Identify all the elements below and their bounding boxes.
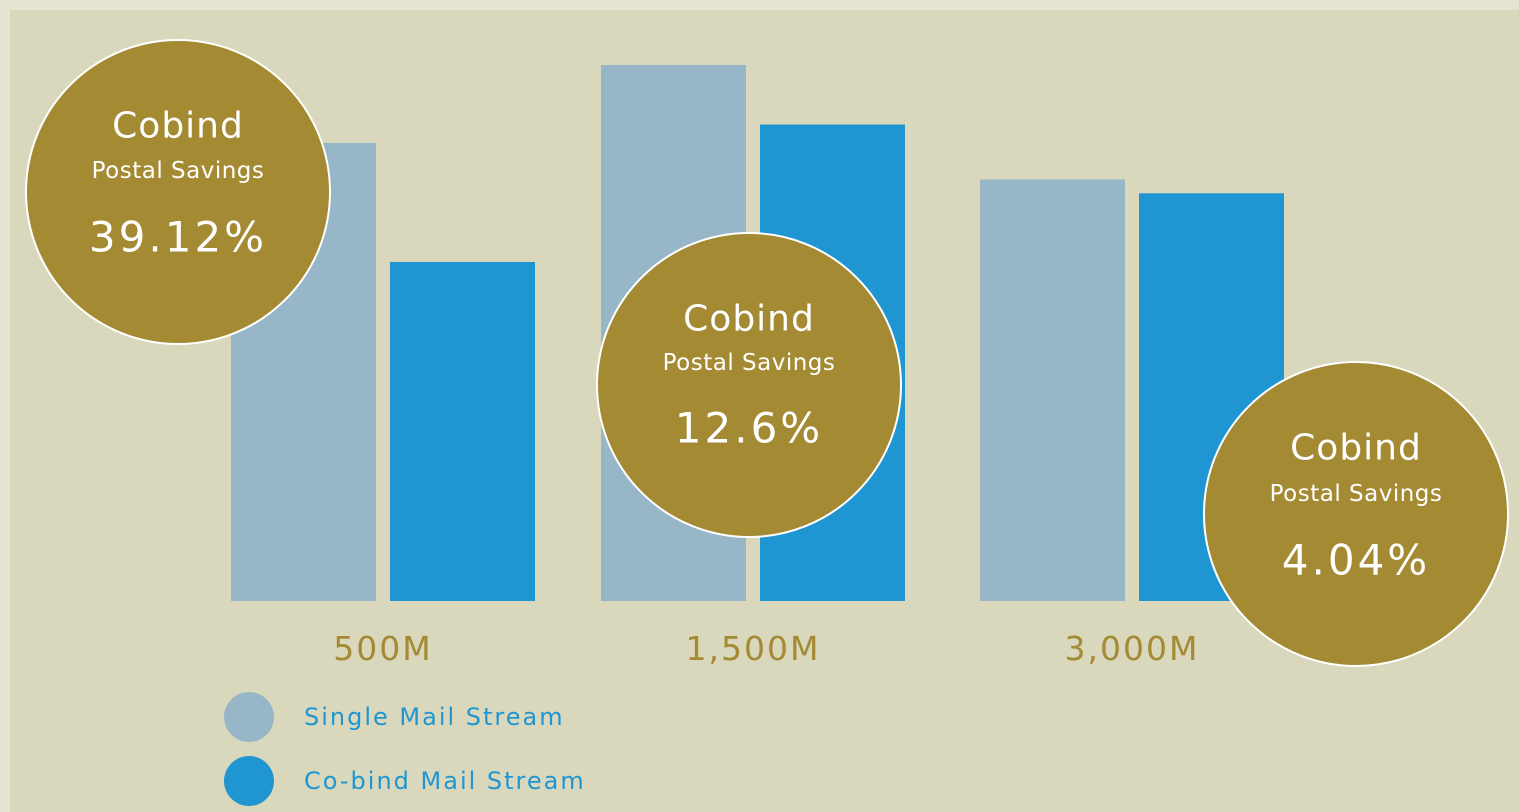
category-label-500m: 500M <box>333 629 432 668</box>
savings-badge-subtitle: Postal Savings <box>663 350 836 376</box>
savings-badge-value: 39.12% <box>89 213 267 262</box>
bar-co-bind-mail-stream-500m <box>390 261 535 601</box>
savings-badge-title: Cobind <box>683 299 815 340</box>
savings-badge-title: Cobind <box>112 106 244 147</box>
savings-badge-value: 4.04% <box>1282 536 1430 585</box>
category-label-3-000m: 3,000M <box>1065 629 1200 668</box>
savings-badge-value: 12.6% <box>675 404 823 453</box>
savings-badge-subtitle: Postal Savings <box>1270 481 1443 507</box>
savings-badge-500m: Cobind Postal Savings 39.12% <box>25 39 331 345</box>
savings-badge-circle <box>25 39 331 345</box>
savings-badge-subtitle: Postal Savings <box>92 158 265 184</box>
savings-badge-title: Cobind <box>1290 428 1422 469</box>
legend-swatch-single-mail-stream <box>224 692 274 742</box>
legend-label-co-bind-mail-stream: Co-bind Mail Stream <box>304 767 586 795</box>
savings-badge-3-000m: Cobind Postal Savings 4.04% <box>1203 361 1509 667</box>
legend: Single Mail Stream Co-bind Mail Stream <box>224 692 586 806</box>
bar-single-mail-stream-3-000m <box>980 179 1125 601</box>
savings-badge-1-500m: Cobind Postal Savings 12.6% <box>596 232 902 538</box>
legend-item-single-mail-stream: Single Mail Stream <box>224 692 565 742</box>
category-labels-layer: 500M 1,500M 3,000M <box>333 629 1200 668</box>
legend-swatch-co-bind-mail-stream <box>224 756 274 806</box>
savings-badge-circle <box>1203 361 1509 667</box>
category-label-1-500m: 1,500M <box>686 629 821 668</box>
savings-badges-layer: Cobind Postal Savings 39.12% Cobind Postal S… <box>25 39 1509 667</box>
savings-badge-circle <box>596 232 902 538</box>
legend-label-single-mail-stream: Single Mail Stream <box>304 703 565 731</box>
legend-item-co-bind-mail-stream: Co-bind Mail Stream <box>224 756 586 806</box>
